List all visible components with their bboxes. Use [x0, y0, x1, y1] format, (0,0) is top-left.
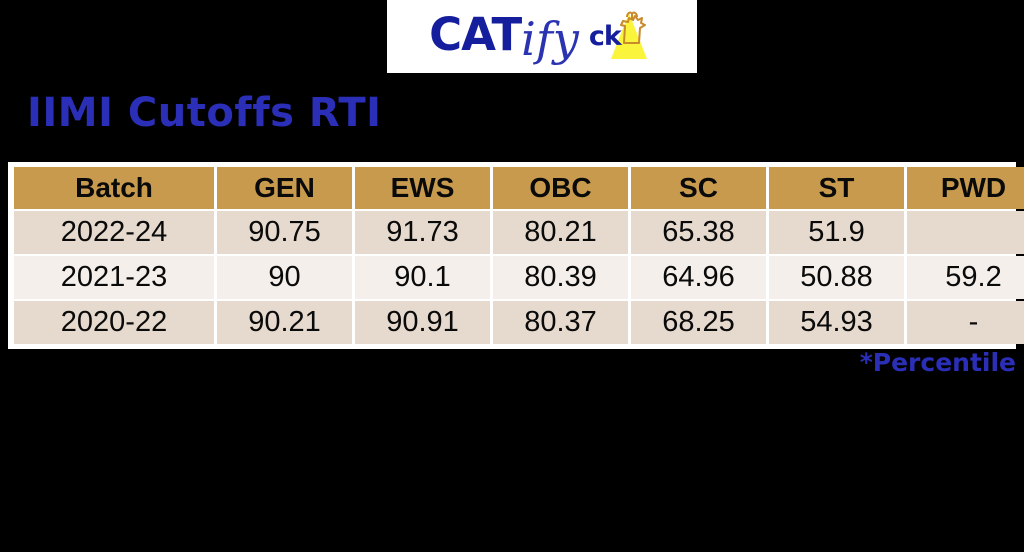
brand-logo-ify-text: ify	[521, 11, 579, 66]
brand-logo: CAT ify ck	[429, 8, 655, 66]
cell-sc: 64.96	[631, 256, 766, 299]
cell-obc: 80.39	[493, 256, 628, 299]
column-header-pwd: PWD	[907, 167, 1024, 209]
column-header-sc: SC	[631, 167, 766, 209]
brand-mark-ck-text: ck	[588, 20, 622, 52]
table-header-row: Batch GEN EWS OBC SC ST PWD	[14, 167, 1024, 209]
cell-obc: 80.37	[493, 301, 628, 344]
brand-logo-cat-text: CAT	[429, 8, 522, 61]
cell-gen: 90	[217, 256, 352, 299]
table-row: 2022-24 90.75 91.73 80.21 65.38 51.9	[14, 211, 1024, 254]
cell-st: 51.9	[769, 211, 904, 254]
cutoffs-table: Batch GEN EWS OBC SC ST PWD 2022-24 90.7…	[11, 165, 1024, 346]
table-row: 2021-23 90 90.1 80.39 64.96 50.88 59.2	[14, 256, 1024, 299]
cutoffs-table-container: Batch GEN EWS OBC SC ST PWD 2022-24 90.7…	[8, 162, 1024, 349]
brand-logo-box: CAT ify ck	[387, 0, 697, 73]
column-header-obc: OBC	[493, 167, 628, 209]
cell-obc: 80.21	[493, 211, 628, 254]
column-header-gen: GEN	[217, 167, 352, 209]
cell-ews: 91.73	[355, 211, 490, 254]
cell-gen: 90.21	[217, 301, 352, 344]
footnote-percentile: *Percentile	[859, 348, 1016, 377]
column-header-batch: Batch	[14, 167, 214, 209]
cell-ews: 90.1	[355, 256, 490, 299]
column-header-ews: EWS	[355, 167, 490, 209]
column-header-st: ST	[769, 167, 904, 209]
cell-pwd	[907, 211, 1024, 254]
brand-mark-ck: ck	[589, 9, 655, 61]
cell-batch: 2022-24	[14, 211, 214, 254]
cell-pwd: -	[907, 301, 1024, 344]
cell-batch: 2021-23	[14, 256, 214, 299]
cell-st: 54.93	[769, 301, 904, 344]
cell-gen: 90.75	[217, 211, 352, 254]
cell-sc: 65.38	[631, 211, 766, 254]
table-row: 2020-22 90.21 90.91 80.37 68.25 54.93 -	[14, 301, 1024, 344]
cell-st: 50.88	[769, 256, 904, 299]
cell-pwd: 59.2	[907, 256, 1024, 299]
page-title: IIMI Cutoffs RTI	[27, 90, 382, 136]
cell-sc: 68.25	[631, 301, 766, 344]
torch-hand-icon	[619, 11, 646, 44]
cell-ews: 90.91	[355, 301, 490, 344]
cell-batch: 2020-22	[14, 301, 214, 344]
